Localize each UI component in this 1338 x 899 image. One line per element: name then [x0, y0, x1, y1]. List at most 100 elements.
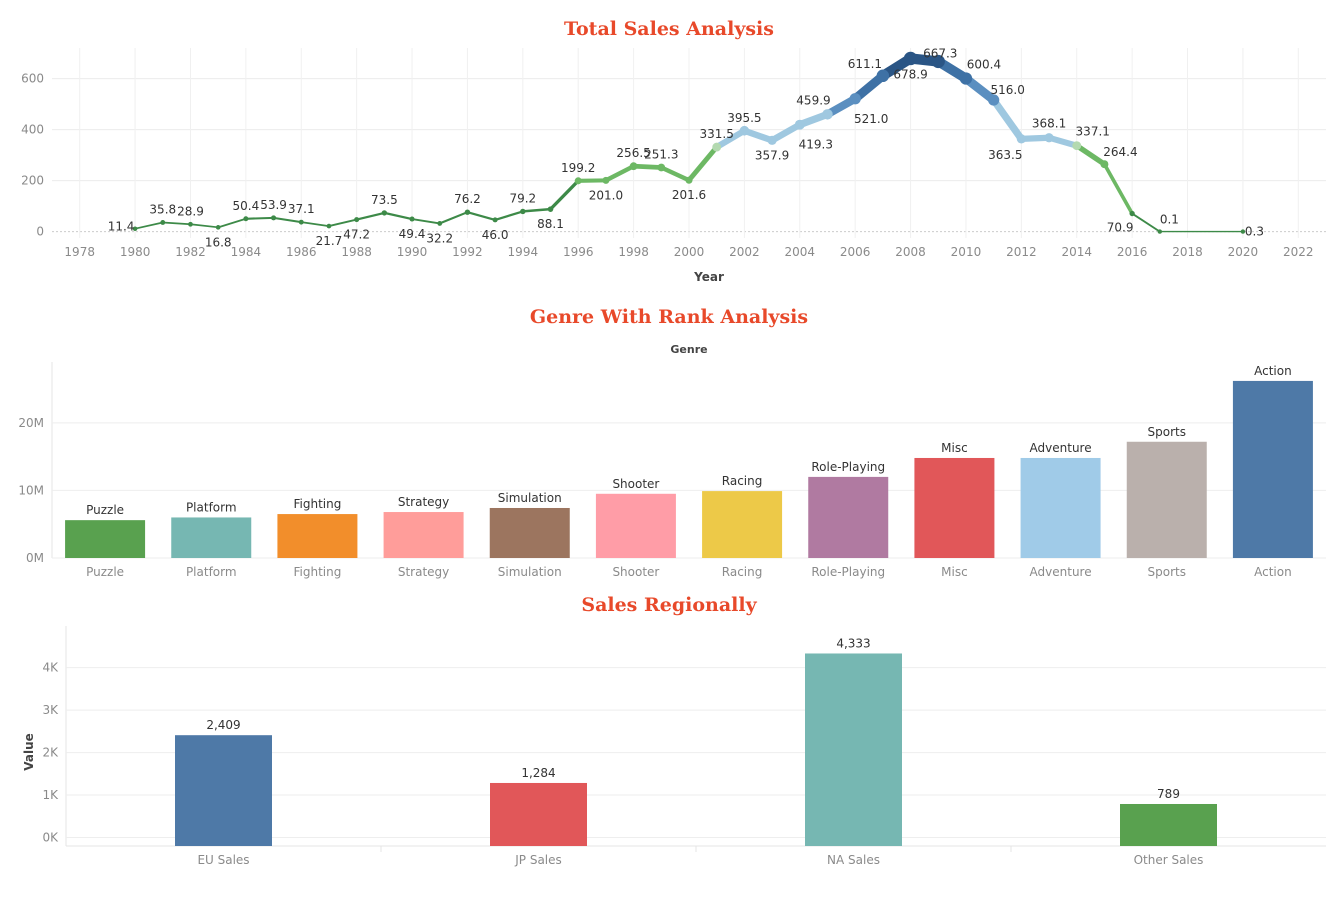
data-point — [492, 217, 498, 223]
x-tick-label: 2006 — [840, 245, 871, 259]
x-tick-label: 1996 — [563, 245, 594, 259]
line-segment — [494, 210, 524, 222]
y-tick-label: 3K — [42, 703, 59, 717]
x-tick-label: 1992 — [452, 245, 483, 259]
y-tick-label: 200 — [21, 174, 44, 188]
y-axis-title: Value — [22, 733, 36, 771]
y-tick-label: 600 — [21, 72, 44, 86]
x-tick-label: 2004 — [785, 245, 816, 259]
point-label: 251.3 — [644, 148, 678, 162]
point-label: 76.2 — [454, 192, 481, 206]
line-segment — [217, 217, 247, 229]
point-label: 419.3 — [799, 138, 833, 152]
line-segment — [659, 165, 692, 183]
y-tick-label: 2K — [42, 746, 59, 760]
point-label: 521.0 — [854, 112, 888, 126]
bar-label: Platform — [186, 500, 237, 514]
line-segment — [603, 163, 636, 183]
genre-bar — [383, 512, 464, 558]
data-point — [215, 225, 221, 230]
genre-bar — [489, 507, 570, 558]
point-label: 53.9 — [260, 198, 287, 212]
line-segment — [990, 96, 1025, 143]
x-tick-label: JP Sales — [514, 853, 562, 867]
x-tick-label: 2002 — [729, 245, 760, 259]
bar-value-label: 4,333 — [836, 636, 870, 650]
genre-bar — [595, 493, 676, 558]
x-tick-label: 1978 — [64, 245, 95, 259]
data-point — [381, 210, 388, 216]
x-tick-label: NA Sales — [827, 853, 880, 867]
point-label: 0.3 — [1245, 225, 1264, 239]
line-segment — [161, 221, 192, 226]
regional-bar-chart: 0K 1K 2K 3K 4K Value 2,409 EU Sales 1,284 JP Sale… — [22, 626, 1326, 867]
x-tick-label: 2022 — [1283, 245, 1314, 259]
data-point — [547, 206, 554, 212]
x-tick-label: 2020 — [1228, 245, 1259, 259]
line-segment — [355, 211, 386, 221]
x-tick-label: 1994 — [508, 245, 539, 259]
total-sales-line-chart: 0 200 400 600 1978 1980 1982 1984 1986 1988 1990 19… — [21, 46, 1326, 284]
line-segment — [768, 121, 804, 144]
point-label: 357.9 — [755, 148, 789, 162]
data-point — [629, 162, 638, 171]
x-tick-label: 1990 — [397, 245, 428, 259]
data-point — [1044, 133, 1054, 143]
x-tick-label: 2008 — [895, 245, 926, 259]
data-point — [1240, 229, 1246, 234]
data-point — [712, 142, 722, 152]
data-point — [354, 217, 360, 223]
data-point — [574, 177, 582, 185]
bar-value-label: 789 — [1157, 787, 1180, 801]
line-segment — [466, 211, 497, 221]
point-label: 35.8 — [149, 202, 176, 216]
y-tick-label: 0K — [42, 831, 59, 845]
data-point — [876, 69, 890, 83]
line-segment — [521, 207, 552, 213]
bar-label: Shooter — [612, 477, 659, 491]
line-segment — [272, 216, 303, 224]
x-tick-label: Simulation — [498, 565, 562, 579]
x-tick-label: 1982 — [175, 245, 206, 259]
data-point — [931, 54, 945, 69]
point-label: 667.3 — [923, 46, 957, 60]
line-segment — [686, 144, 720, 183]
data-point — [132, 226, 138, 231]
point-label: 79.2 — [509, 191, 536, 205]
x-tick-label: 1984 — [231, 245, 262, 259]
line-segment — [1074, 142, 1108, 167]
data-point — [1129, 210, 1135, 217]
data-point — [657, 163, 666, 172]
x-tick-label: Strategy — [398, 565, 449, 579]
data-point — [1072, 141, 1082, 151]
line-segment — [328, 218, 358, 228]
data-point — [1157, 229, 1163, 234]
y-tick-label: 0M — [26, 551, 44, 565]
point-label: 46.0 — [482, 228, 509, 242]
bar-label: Strategy — [398, 495, 449, 509]
x-tick-label: Racing — [722, 565, 763, 579]
data-point — [409, 216, 415, 222]
point-label: 256.5 — [616, 146, 650, 160]
y-tick-label: 4K — [42, 661, 59, 675]
point-label: 21.7 — [316, 234, 343, 248]
point-label: 395.5 — [727, 111, 761, 125]
line-segment — [548, 179, 580, 211]
data-point — [271, 215, 277, 221]
bar-value-label: 1,284 — [521, 766, 555, 780]
bar-label: Adventure — [1030, 441, 1092, 455]
data-point — [298, 219, 304, 225]
genre-bar — [1232, 380, 1313, 558]
y-tick-label: 10M — [18, 483, 44, 497]
bar-value-label: 2,409 — [206, 718, 240, 732]
data-point — [685, 176, 693, 184]
line-segment — [1102, 162, 1134, 216]
genre-bar — [65, 520, 146, 558]
line-segment — [411, 218, 441, 225]
line-chart-title: Total Sales Analysis — [564, 18, 774, 40]
line-segment — [741, 127, 776, 144]
line-segment — [134, 221, 164, 230]
bar-label: Simulation — [498, 491, 562, 505]
line-segment — [1131, 212, 1161, 233]
point-label: 201.6 — [672, 188, 706, 202]
